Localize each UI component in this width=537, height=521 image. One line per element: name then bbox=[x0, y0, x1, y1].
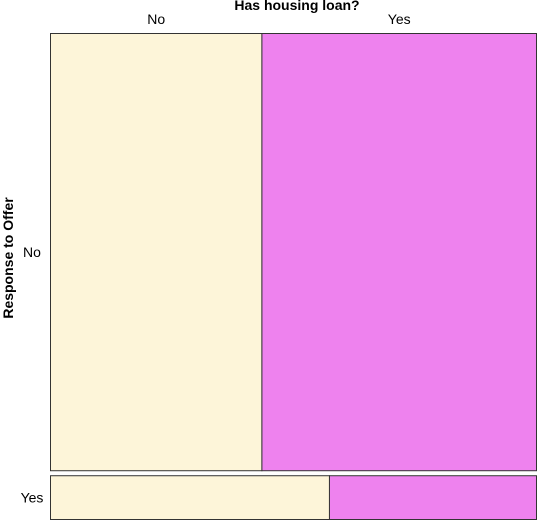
x-tick-yes: Yes bbox=[388, 11, 411, 27]
mosaic-tiles bbox=[51, 34, 537, 520]
x-tick-labels: No Yes bbox=[147, 11, 410, 27]
y-tick-labels: No Yes bbox=[21, 244, 44, 506]
x-tick-no: No bbox=[147, 11, 165, 27]
chart-title: Has housing loan? bbox=[234, 0, 359, 13]
y-tick-no: No bbox=[23, 244, 41, 260]
y-axis-label: Response to Offer bbox=[0, 197, 16, 319]
tile-response-yes-housing-yes bbox=[329, 476, 536, 520]
y-tick-yes: Yes bbox=[21, 490, 44, 506]
tile-response-no-housing-no bbox=[51, 34, 262, 471]
tile-response-no-housing-yes bbox=[262, 34, 537, 471]
tile-response-yes-housing-no bbox=[51, 476, 330, 520]
